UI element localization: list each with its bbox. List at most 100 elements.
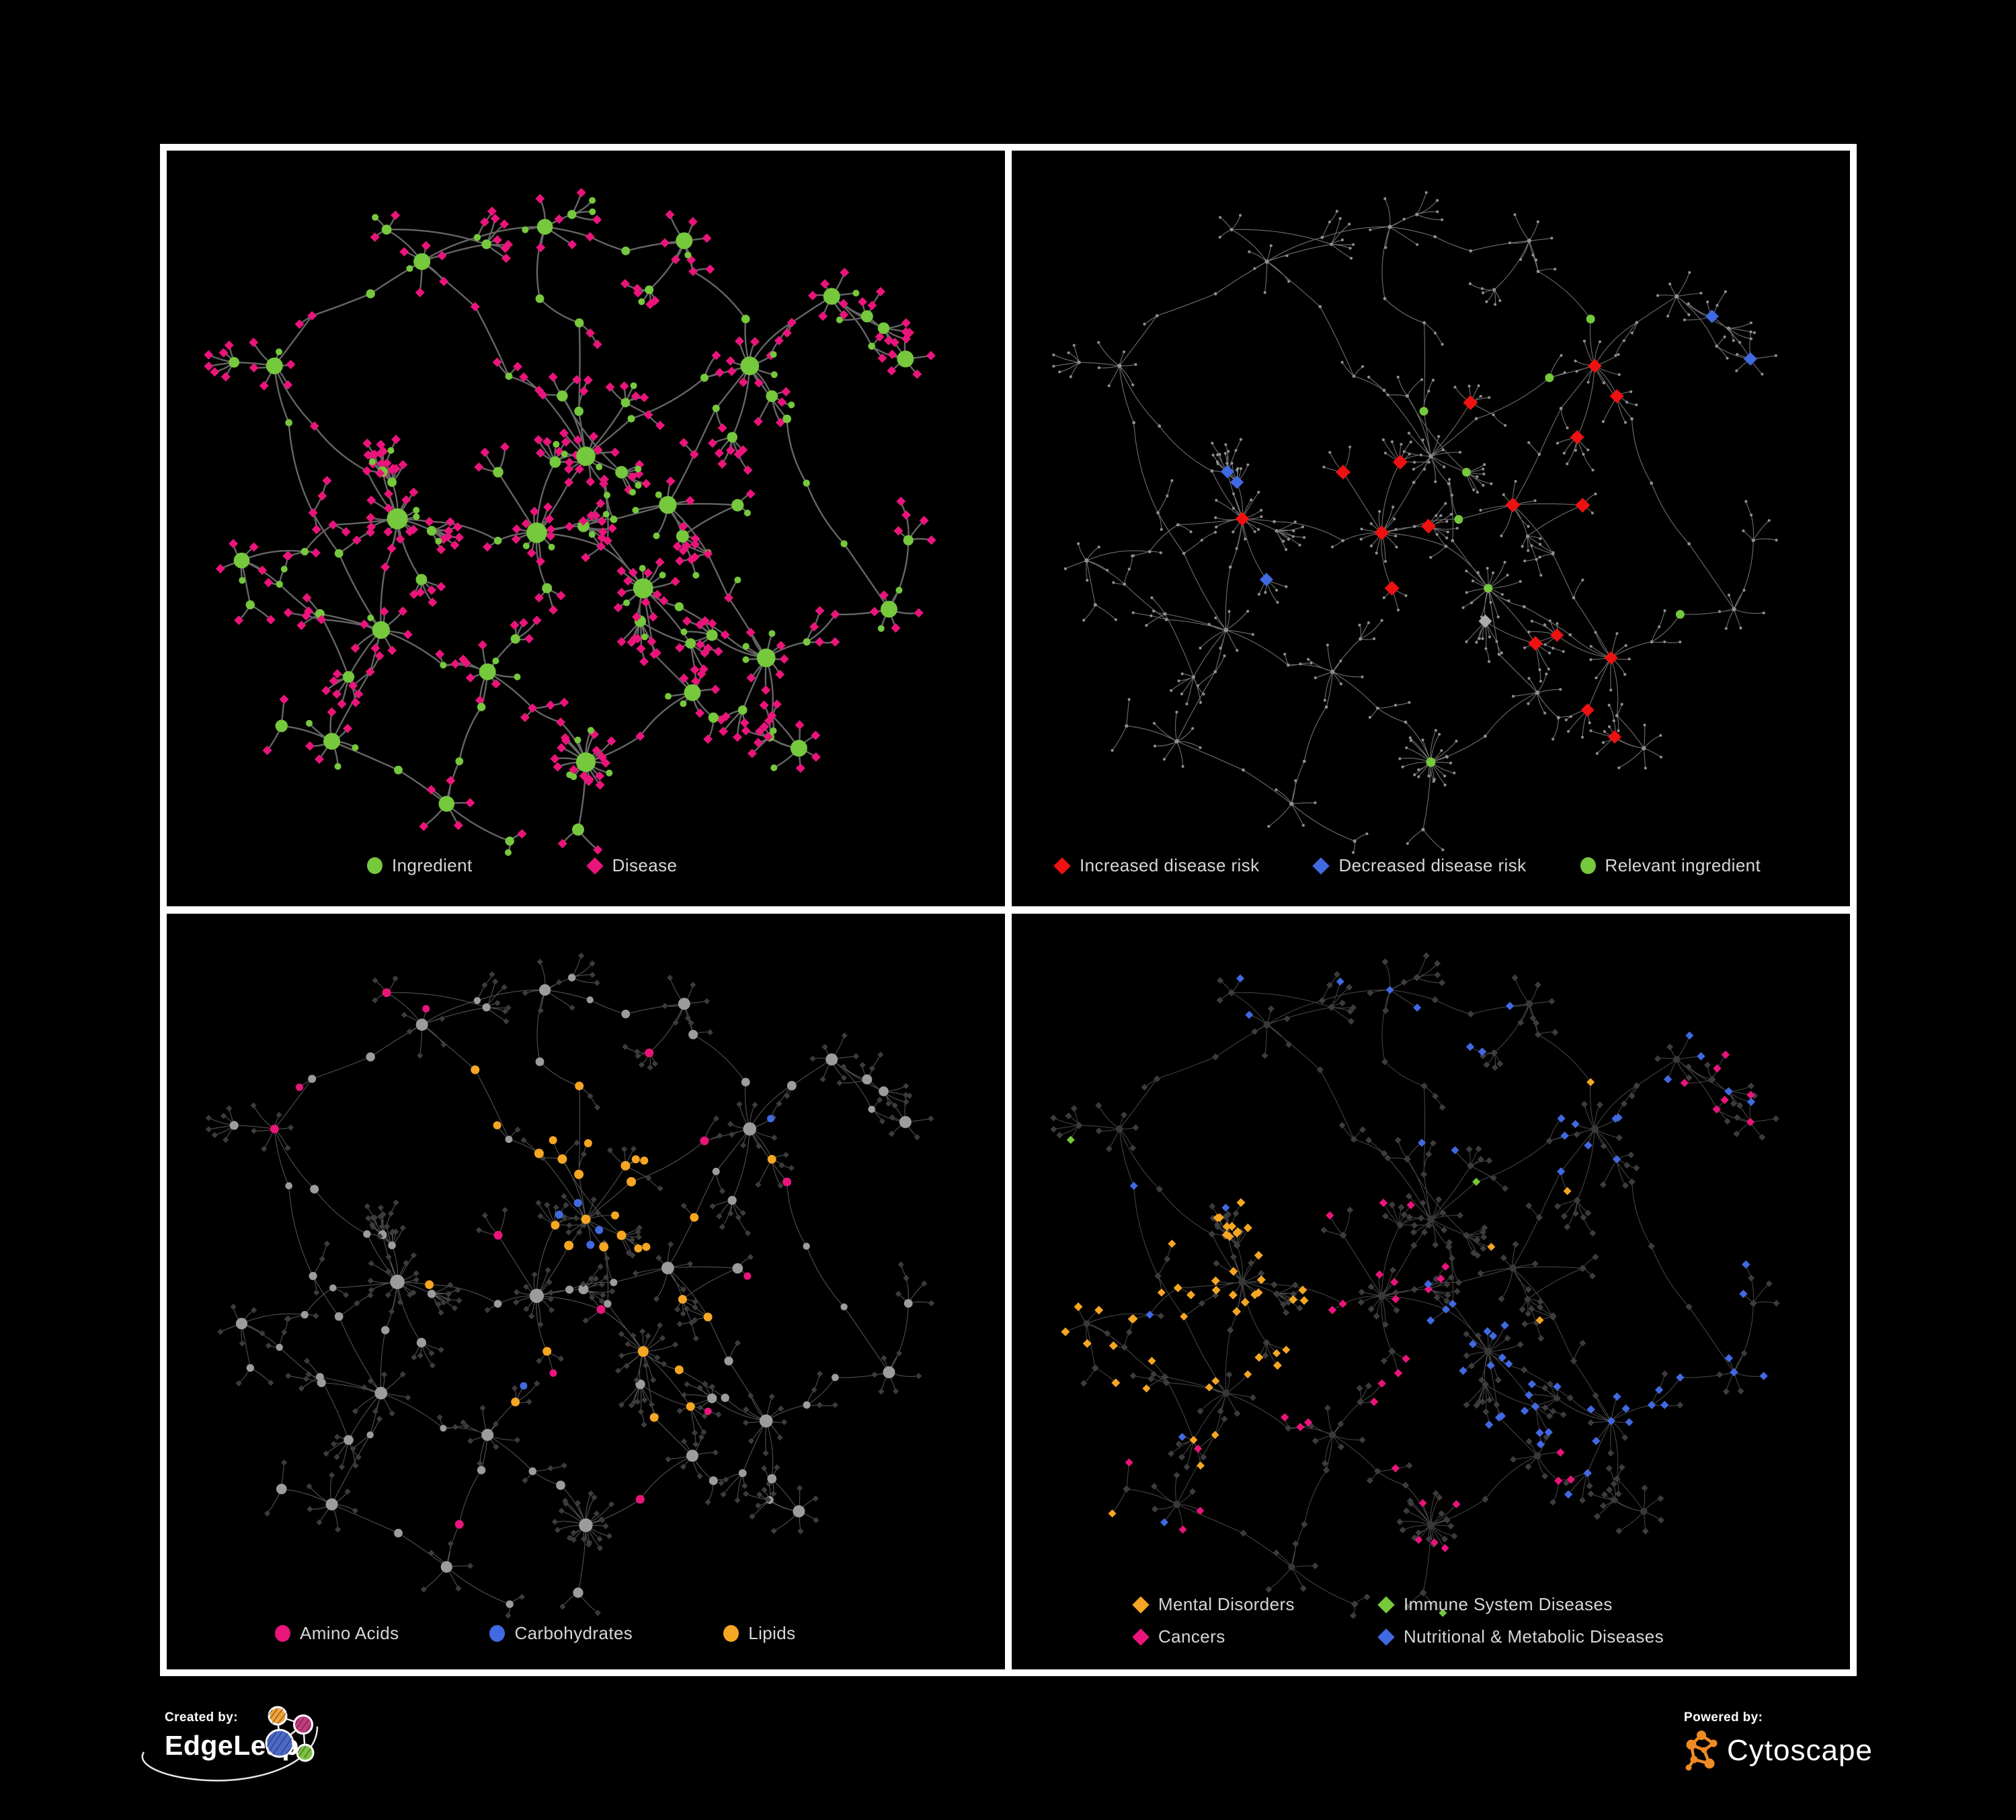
graph-node [1675, 610, 1685, 619]
graph-node [1248, 1259, 1255, 1267]
graph-node [1180, 1312, 1188, 1321]
graph-node [648, 612, 658, 622]
graph-node [1421, 828, 1425, 832]
graph-node [1291, 535, 1295, 539]
graph-node [553, 440, 560, 448]
graph-node [1131, 611, 1135, 615]
graph-node [1382, 1212, 1389, 1220]
graph-node [604, 491, 610, 499]
graph-node [1533, 1319, 1540, 1327]
graph-node [1225, 1211, 1232, 1218]
graph-node [1486, 1157, 1493, 1164]
graph-node [1566, 1475, 1575, 1484]
graph-node [481, 239, 491, 249]
graph-node [1232, 492, 1236, 496]
legend-item: Relevant ingredient [1580, 855, 1761, 876]
graph-node [1166, 494, 1169, 498]
graph-node [1663, 1075, 1672, 1084]
graph-node [1556, 622, 1559, 625]
graph-node [809, 1056, 816, 1062]
graph-node [1390, 1277, 1399, 1287]
graph-node [1720, 1095, 1729, 1105]
graph-node [1202, 693, 1205, 696]
graph-node [1615, 1490, 1622, 1497]
graph-node [657, 1322, 663, 1329]
graph-node [690, 552, 700, 562]
legend-label: Increased disease risk [1080, 855, 1260, 875]
graph-node [1498, 299, 1502, 303]
graph-node [1480, 1234, 1488, 1240]
graph-node [465, 798, 475, 807]
graph-node [1346, 1008, 1354, 1015]
graph-node [439, 1015, 446, 1022]
graph-node [1404, 594, 1408, 598]
graph-node [1599, 1181, 1607, 1188]
graph-node [268, 1380, 274, 1386]
graph-node [535, 294, 545, 303]
graph-node [493, 537, 502, 545]
graph-node [1129, 1144, 1137, 1152]
graph-node [1114, 618, 1117, 621]
graph-node [1289, 801, 1294, 806]
graph-node [438, 1309, 444, 1316]
graph-node [919, 516, 929, 526]
graph-node [1246, 463, 1250, 467]
graph-node [1157, 1288, 1166, 1297]
graph-node [1739, 627, 1742, 630]
graph-node [1389, 1267, 1397, 1274]
graph-node [1523, 1296, 1531, 1303]
graph-node [230, 1304, 237, 1310]
graph-node [631, 391, 641, 401]
graph-node [815, 606, 825, 616]
graph-node [1613, 1392, 1621, 1401]
graph-node [328, 520, 338, 530]
graph-node [1420, 518, 1436, 534]
graph-node [1233, 1241, 1241, 1249]
graph-node [401, 495, 411, 505]
graph-node [1443, 1281, 1451, 1288]
graph-node [860, 310, 873, 323]
graph-node [1514, 479, 1517, 483]
graph-node [1500, 593, 1504, 596]
graph-node [1617, 353, 1620, 356]
graph-node [1353, 839, 1357, 843]
graph-node [1490, 1049, 1498, 1057]
graph-node [1361, 675, 1364, 678]
graph-node [1654, 1386, 1664, 1394]
graph-node [487, 206, 497, 216]
graph-node [1211, 1276, 1220, 1285]
graph-node [1478, 1047, 1487, 1056]
graph-node [1497, 652, 1501, 656]
graph-node [1291, 1281, 1299, 1289]
graph-node [635, 1234, 642, 1240]
graph-node [413, 506, 420, 514]
graph-node [387, 477, 397, 487]
graph-node [836, 316, 843, 323]
graph-node [1382, 389, 1386, 392]
graph-node [1375, 1270, 1384, 1279]
graph-node [1433, 1294, 1441, 1301]
graph-node [561, 1214, 568, 1220]
graph-node [1623, 1162, 1631, 1169]
graph-node [1476, 491, 1480, 494]
graph-node [249, 542, 259, 552]
graph-node [707, 619, 717, 629]
graph-node [1097, 341, 1100, 344]
graph-node [1400, 442, 1403, 446]
graph-node [589, 972, 596, 978]
graph-node [700, 373, 709, 382]
graph-node [1424, 1285, 1433, 1294]
graph-node [1724, 1087, 1733, 1096]
graph-node [1390, 440, 1394, 444]
graph-node [1352, 243, 1355, 246]
graph-node [781, 1419, 788, 1425]
graph-node [1281, 1413, 1289, 1422]
graph-node [511, 535, 521, 544]
graph-node [868, 1105, 875, 1113]
graph-node [1333, 971, 1340, 978]
graph-node [1262, 1339, 1271, 1347]
graph-node [1608, 730, 1621, 744]
graph-node [1572, 596, 1576, 600]
graph-node [1394, 703, 1398, 707]
graph-node [1647, 1400, 1656, 1409]
